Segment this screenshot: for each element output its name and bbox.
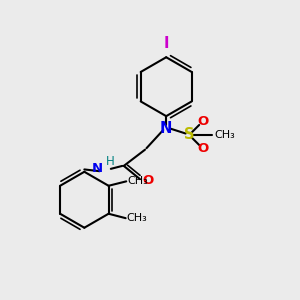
Text: N: N (160, 121, 172, 136)
Text: O: O (197, 115, 208, 128)
Text: H: H (106, 155, 114, 168)
Text: S: S (184, 128, 194, 142)
Text: N: N (92, 162, 103, 175)
Text: CH₃: CH₃ (128, 176, 148, 186)
Text: CH₃: CH₃ (127, 213, 148, 223)
Text: O: O (142, 174, 154, 187)
Text: O: O (197, 142, 208, 155)
Text: CH₃: CH₃ (214, 130, 235, 140)
Text: I: I (164, 36, 169, 51)
